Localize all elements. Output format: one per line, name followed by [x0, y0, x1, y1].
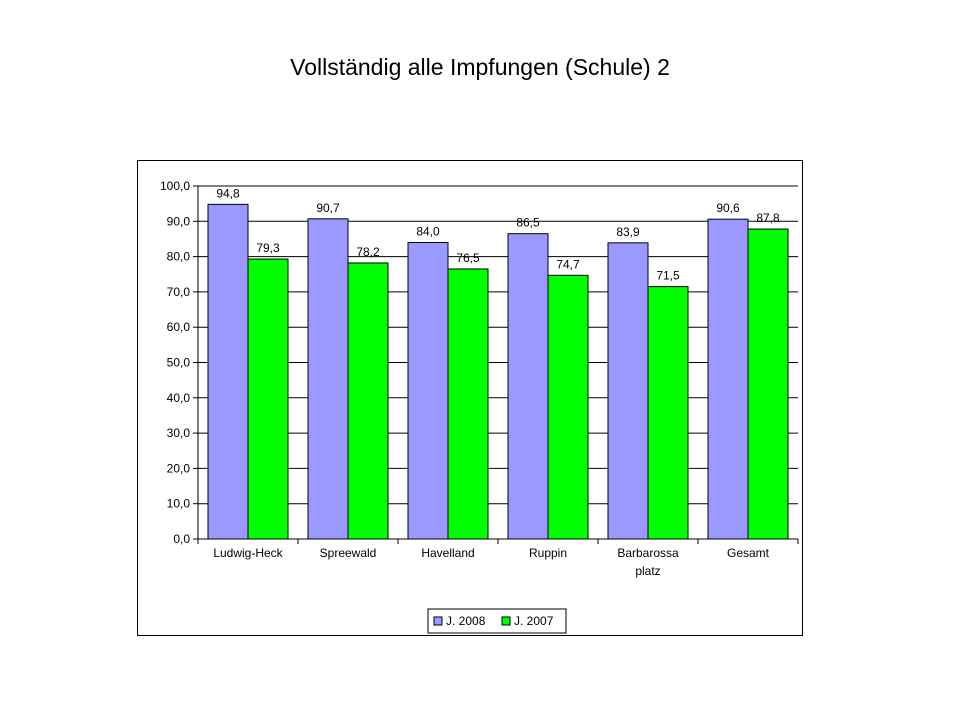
data-label: 84,0 [416, 224, 440, 238]
legend-label: J. 2007 [514, 614, 554, 628]
data-label: 79,3 [256, 241, 280, 255]
bar-2008 [507, 233, 549, 540]
bar-2007 [247, 258, 289, 540]
bar-chart: 0,0 10,0 20,0 30,0 40,0 50,0 60,0 70,0 80,0 90,0 1… [160, 179, 799, 634]
data-label: 90,6 [716, 201, 740, 215]
bar-2008 [707, 218, 749, 540]
data-label: 86,5 [516, 216, 540, 230]
bar-2008 [407, 241, 449, 540]
bar-2007 [347, 262, 389, 540]
data-label: 83,9 [616, 225, 640, 239]
y-tick-label: 20,0 [167, 461, 191, 475]
page-title: Vollständig alle Impfungen (Schule) 2 [290, 54, 670, 80]
x-tick-label: Gesamt [727, 546, 770, 560]
bar-2007 [547, 274, 589, 540]
y-tick-label: 40,0 [167, 391, 191, 405]
data-label: 76,5 [456, 251, 480, 265]
bar-2007 [647, 286, 689, 540]
chart-frame: 0,0 10,0 20,0 30,0 40,0 50,0 60,0 70,0 80,0 90,0 1… [137, 160, 803, 636]
y-tick-label: 80,0 [167, 250, 191, 264]
y-tick-label: 70,0 [167, 285, 191, 299]
bar-2008 [607, 242, 649, 540]
legend-swatch [501, 616, 511, 626]
x-tick-label: Havelland [421, 546, 474, 560]
data-label: 90,7 [316, 201, 340, 215]
x-tick-label: Barbarossa [617, 546, 679, 560]
data-label: 87,8 [756, 211, 780, 225]
x-tick-label: platz [635, 564, 660, 578]
y-tick-label: 100,0 [160, 179, 190, 193]
legend [427, 608, 567, 634]
legend-label: J. 2008 [446, 614, 486, 628]
y-tick-label: 0,0 [173, 532, 190, 546]
bar-2008 [207, 203, 249, 540]
y-tick-label: 30,0 [167, 426, 191, 440]
data-label: 78,2 [356, 245, 380, 259]
bar-2007 [747, 228, 789, 540]
bar-2007 [447, 268, 489, 540]
y-tick-label: 90,0 [167, 214, 191, 228]
y-tick-label: 50,0 [167, 356, 191, 370]
bar-2008 [307, 218, 349, 540]
y-tick-label: 10,0 [167, 497, 191, 511]
x-tick-label: Ruppin [529, 546, 567, 560]
y-tick-label: 60,0 [167, 320, 191, 334]
data-label: 94,8 [216, 186, 240, 200]
data-label: 74,7 [556, 257, 580, 271]
x-tick-label: Spreewald [320, 546, 377, 560]
x-tick-label: Ludwig-Heck [213, 546, 283, 560]
legend-swatch [433, 616, 443, 626]
data-label: 71,5 [656, 269, 680, 283]
